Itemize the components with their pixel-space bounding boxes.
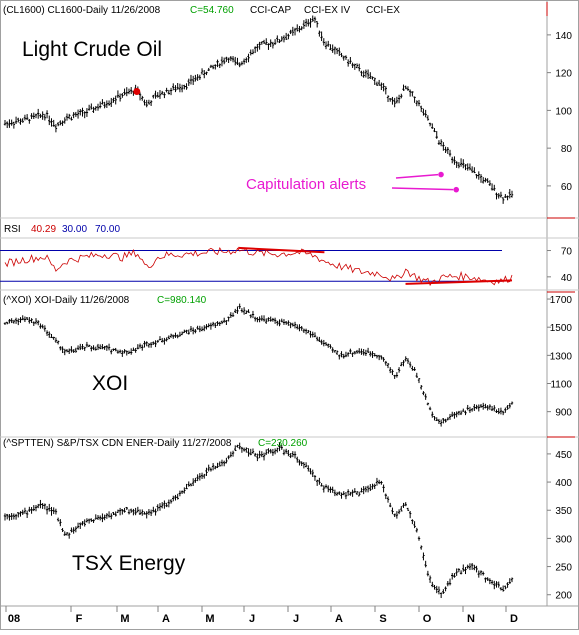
y-tick-label: 1300 xyxy=(550,351,573,362)
alert-point xyxy=(438,171,444,178)
alert-arrow xyxy=(391,187,454,191)
month-label: F xyxy=(76,613,83,625)
rsi-low-level: 30.00 xyxy=(62,224,87,235)
month-label: S xyxy=(379,613,386,625)
panel-title: Light Crude Oil xyxy=(22,38,162,61)
y-tick-label: 100 xyxy=(555,106,572,117)
header-text: (CL1600) CL1600-Daily 11/26/2008 xyxy=(3,5,161,16)
y-tick-label: 200 xyxy=(555,591,572,602)
panel-title: XOI xyxy=(92,372,128,395)
alert-arrow xyxy=(395,173,439,179)
rsi-high-level: 70.00 xyxy=(95,224,120,235)
y-tick-label: 80 xyxy=(561,144,573,155)
header-value: C=230.260 xyxy=(258,438,308,449)
rsi-divergence-line xyxy=(405,279,513,285)
month-label: N xyxy=(467,613,475,625)
y-tick-label: 1100 xyxy=(550,380,572,391)
month-label: J xyxy=(293,613,299,625)
text-layer: 08 F M A M J J A S O N D 60 80 100 120 140 (CL1600) CL160… xyxy=(3,5,572,625)
y-tick-label: 40 xyxy=(561,273,573,284)
alert-point xyxy=(453,186,460,193)
y-tick-label: 120 xyxy=(555,69,572,80)
panel-title: TSX Energy xyxy=(72,552,186,575)
y-tick-label: 1700 xyxy=(550,295,573,306)
month-label: M xyxy=(120,613,129,625)
indicator-cci-ex-iv: CCI-EX IV xyxy=(304,5,350,16)
y-tick-label: 900 xyxy=(555,408,572,419)
y-tick-label: 60 xyxy=(561,182,573,193)
month-label: A xyxy=(162,613,170,625)
y-tick-label: 250 xyxy=(555,563,572,574)
y-tick-label: 70 xyxy=(561,247,573,258)
cci-cap-marker xyxy=(133,88,141,96)
header-text: (^SPTTEN) S&P/TSX CDN ENER-Daily 11/27/2… xyxy=(3,438,232,449)
header-text: (^XOI) XOI-Daily 11/26/2008 xyxy=(3,295,130,306)
indicator-cci-cap: CCI-CAP xyxy=(250,5,291,16)
rsi-divergence-line xyxy=(238,246,325,254)
month-label: D xyxy=(510,613,518,625)
y-tick-label: 140 xyxy=(555,31,572,42)
month-label: 08 xyxy=(8,613,20,625)
y-tick-label: 450 xyxy=(555,450,572,461)
month-label: M xyxy=(205,613,214,625)
capitulation-label: Capitulation alerts xyxy=(246,176,366,193)
y-tick-label: 400 xyxy=(555,478,572,489)
month-label: J xyxy=(249,613,255,625)
marks-layer xyxy=(3,15,514,599)
rsi-value: 40.29 xyxy=(31,224,56,235)
header-value: C=980.140 xyxy=(157,295,207,306)
header-value: C=54.760 xyxy=(190,5,234,16)
y-tick-label: 350 xyxy=(555,506,572,517)
indicator-cci-ex: CCI-EX xyxy=(366,5,400,16)
y-tick-label: 300 xyxy=(555,534,572,545)
y-tick-label: 1500 xyxy=(550,323,573,334)
month-label: O xyxy=(423,613,432,625)
rsi-line xyxy=(4,246,513,287)
rsi-label: RSI xyxy=(4,224,21,235)
month-label: A xyxy=(335,613,343,625)
